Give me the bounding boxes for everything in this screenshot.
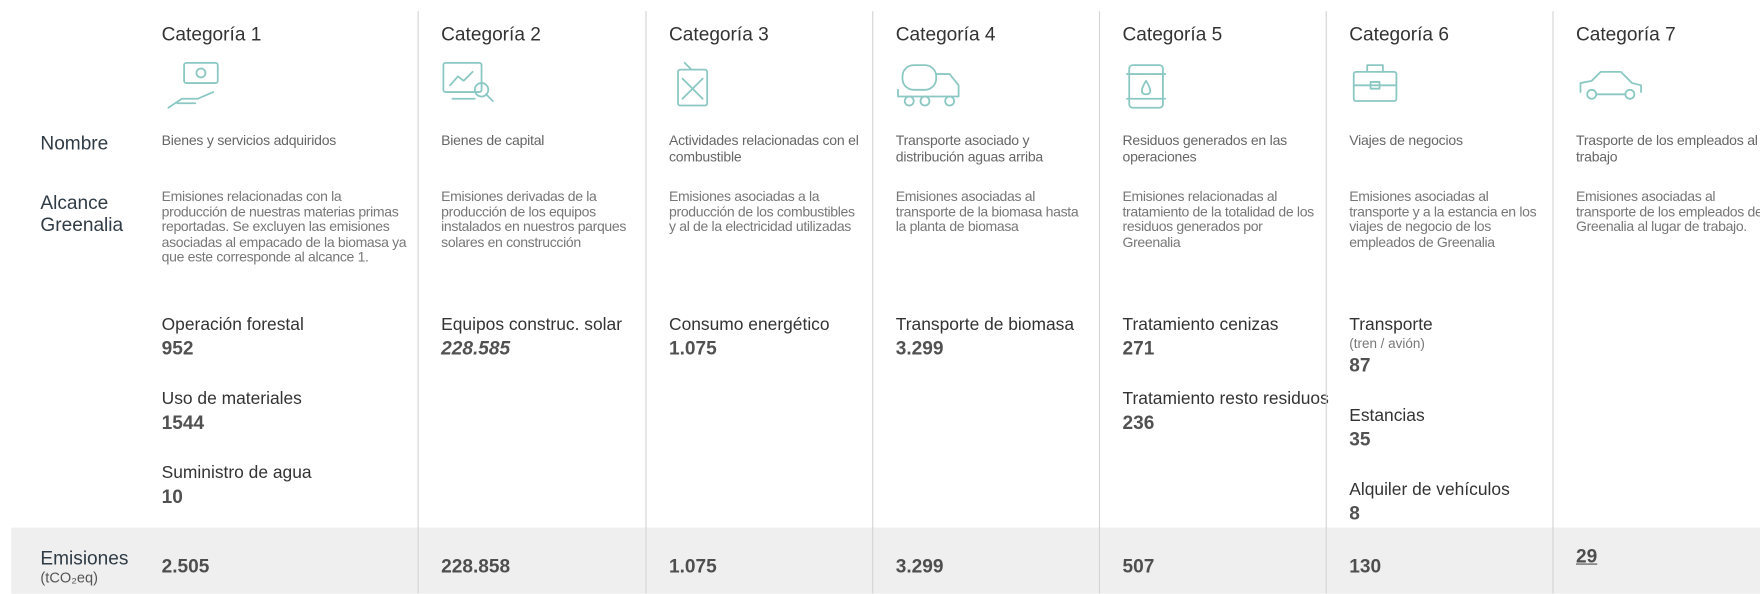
category-column: Categoría 3 Actividades relacionadas con … — [645, 11, 873, 594]
category-name: Bienes y servicios adquiridos — [161, 132, 337, 149]
category-description: Emisiones asociadas a la producción de l… — [669, 188, 855, 235]
category-total: 29 — [1575, 545, 1598, 567]
item: Equipos construc. solar 228.585 — [441, 314, 622, 361]
icon-graphic — [1579, 70, 1642, 100]
category-column: Categoría 6 Viajes de negocios Emisiones a… — [1325, 11, 1554, 594]
category-description: Emisiones relacionadas al tratamiento de… — [1122, 188, 1315, 250]
category-icon — [1349, 58, 1419, 117]
category-description: Emisiones asociadas al transporte de la … — [895, 188, 1079, 235]
category-icon — [669, 58, 739, 117]
item: Tratamiento resto residuos 236 — [1123, 388, 1329, 435]
category-title: Categoría 3 — [669, 23, 769, 45]
category-title: Categoría 5 — [1122, 23, 1223, 45]
item-value: 952 — [161, 337, 194, 360]
category-name: Trasporte de los empleados al trabajo — [1575, 132, 1758, 166]
item: Alquiler de vehículos 8 — [1349, 479, 1510, 526]
category-column: Categoría 5 Residuos generados en las ope… — [1098, 11, 1329, 594]
item-note: (tren / avión) — [1349, 335, 1425, 352]
category-column: Categoría 1 Bienes y servicios adquiridos… — [139, 0, 417, 594]
category-description: Emisiones asociadas al transporte y a la… — [1349, 188, 1537, 250]
category-name: Viajes de negocios — [1349, 132, 1463, 149]
item-value: 228.585 — [441, 337, 511, 360]
category-title: Categoría 7 — [1575, 23, 1676, 45]
icon-graphic — [1126, 64, 1167, 109]
item-value: 271 — [1122, 337, 1155, 360]
item: Transporte de biomasa 3.299 — [896, 314, 1074, 361]
item-label: Estancias — [1349, 406, 1425, 426]
category-total: 2.505 — [161, 555, 210, 577]
category-column: Categoría 2 Bienes de capital Emisiones de… — [417, 11, 647, 594]
item-value: 3.299 — [895, 337, 944, 360]
icon-graphic — [1352, 64, 1398, 102]
item: Transporte (tren / avión) 87 — [1349, 314, 1510, 378]
item-value: 10 — [161, 486, 183, 508]
item-list: Operación forestal 952 Uso de materiales 15… — [162, 314, 312, 536]
item-label: Transporte de biomasa — [895, 315, 1075, 335]
item-list: Transporte (tren / avión) 87 Estancias 35 Alq… — [1349, 314, 1510, 553]
category-icon — [441, 58, 511, 117]
icon-graphic — [897, 64, 960, 107]
category-title: Categoría 6 — [1349, 23, 1449, 45]
item: Uso de materiales 1544 — [162, 388, 312, 435]
item-label: Tratamiento resto residuos — [1122, 389, 1329, 409]
item-label: Uso de materiales — [161, 389, 302, 409]
item-label: Operación forestal — [161, 315, 304, 335]
item-label: Equipos construc. solar — [441, 315, 622, 335]
item-value: 8 — [1349, 502, 1360, 525]
item-list: Consumo energético 1.075 — [669, 314, 830, 388]
category-name: Residuos generados en las operaciones — [1122, 132, 1288, 166]
category-icon — [1576, 58, 1646, 117]
category-title: Categoría 2 — [441, 23, 541, 45]
category-description: Emisiones asociadas al transporte de los… — [1575, 188, 1760, 235]
item: Operación forestal 952 — [162, 314, 312, 361]
item: Suministro de agua 10 — [162, 462, 312, 509]
emissions-band — [11, 527, 1760, 594]
icon-graphic — [677, 61, 709, 107]
category-title: Categoría 1 — [161, 23, 262, 45]
item-list: Equipos construc. solar 228.585 — [441, 314, 622, 388]
item-list: Tratamiento cenizas 271 Tratamiento resto … — [1123, 314, 1329, 462]
item-value: 1.075 — [669, 337, 717, 360]
icon-graphic — [167, 61, 219, 109]
category-column: Categoría 7 Trasporte de los empleados al… — [1552, 11, 1760, 594]
row-label: Emisiones — [40, 547, 129, 570]
item: Consumo energético 1.075 — [669, 314, 830, 361]
item-list: Transporte de biomasa 3.299 — [896, 314, 1074, 388]
item-label: Consumo energético — [669, 315, 830, 335]
category-name: Actividades relacionadas con el combusti… — [669, 132, 859, 166]
category-name: Bienes de capital — [441, 132, 545, 149]
category-total: 1.075 — [669, 555, 717, 577]
category-total: 507 — [1122, 555, 1155, 577]
category-title: Categoría 4 — [895, 23, 996, 45]
item-value: 87 — [1349, 354, 1371, 377]
item-label: Transporte — [1349, 315, 1433, 335]
row-unit: (tCO₂eq) — [40, 569, 98, 586]
item: Tratamiento cenizas 271 — [1123, 314, 1329, 361]
category-icon — [896, 58, 966, 117]
icon-graphic — [442, 61, 494, 102]
category-total: 130 — [1349, 555, 1382, 577]
item-value: 35 — [1349, 428, 1371, 451]
item-label: Tratamiento cenizas — [1122, 315, 1279, 335]
item-label: Suministro de agua — [161, 463, 312, 483]
category-name: Transporte asociado y distribución aguas… — [895, 132, 1044, 166]
item-value: 1544 — [161, 411, 205, 434]
category-total: 3.299 — [895, 555, 944, 577]
category-description: Emisiones relacionadas con la producción… — [161, 188, 407, 265]
category-icon — [162, 58, 232, 117]
category-column: Categoría 4 Transporte asociado y distrib… — [872, 11, 1100, 594]
category-icon — [1123, 58, 1193, 117]
category-description: Emisiones derivadas de la producción de … — [441, 188, 627, 250]
item: Estancias 35 — [1349, 405, 1510, 452]
row-label: Nombre — [40, 132, 109, 154]
category-total: 228.858 — [441, 555, 511, 577]
item-value: 236 — [1122, 411, 1155, 434]
item-label: Alquiler de vehículos — [1349, 480, 1510, 500]
row-label: Alcance Greenalia — [40, 191, 124, 236]
